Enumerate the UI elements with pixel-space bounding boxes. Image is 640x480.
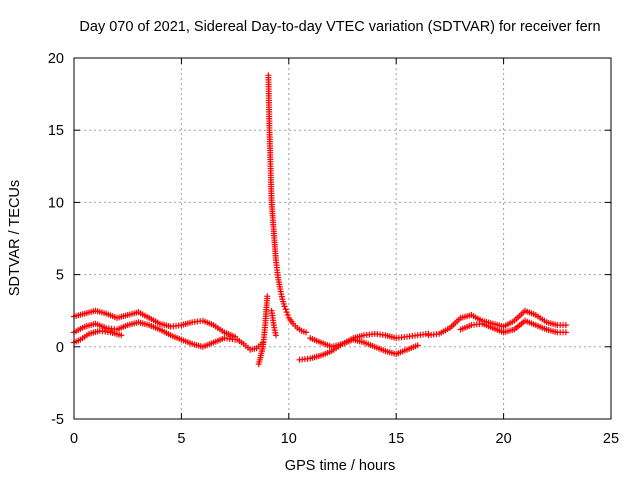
data-point-track-j bbox=[562, 329, 569, 336]
data-point-track-c bbox=[118, 332, 125, 339]
data-point-spike bbox=[302, 329, 309, 336]
x-tick-label: 20 bbox=[496, 431, 512, 447]
plot-frame bbox=[73, 57, 612, 420]
axis-ticks: 0 5 10 15 20 25 -5 0 5 10 15 20 bbox=[48, 51, 619, 447]
y-tick-label: 20 bbox=[48, 51, 64, 67]
x-tick-label: 0 bbox=[70, 431, 78, 447]
x-tick-label: 5 bbox=[177, 431, 185, 447]
y-tick-label: 0 bbox=[56, 340, 64, 356]
y-tick-label: 5 bbox=[56, 268, 64, 284]
y-tick-label: 10 bbox=[48, 195, 64, 211]
data-point-spike bbox=[282, 306, 289, 313]
data-point-spike bbox=[283, 309, 290, 316]
y-axis-label: SDTVAR / TECUs bbox=[7, 180, 23, 296]
x-tick-label: 10 bbox=[281, 431, 297, 447]
data-point-track-i bbox=[562, 322, 569, 329]
x-axis-label: GPS time / hours bbox=[285, 458, 395, 474]
data-point-track-e bbox=[264, 293, 271, 300]
y-tick-label: -5 bbox=[51, 412, 64, 428]
data-point-track-h bbox=[414, 342, 421, 349]
x-tick-label: 15 bbox=[388, 431, 404, 447]
y-tick-label: 15 bbox=[48, 123, 64, 139]
data-points bbox=[71, 72, 569, 368]
grid-lines bbox=[74, 58, 611, 419]
data-point-track-f bbox=[272, 332, 279, 339]
data-point-spike bbox=[281, 303, 288, 310]
data-point-spike bbox=[284, 312, 291, 319]
x-tick-label: 25 bbox=[603, 431, 619, 447]
chart-title: Day 070 of 2021, Sidereal Day-to-day VTE… bbox=[79, 19, 600, 35]
